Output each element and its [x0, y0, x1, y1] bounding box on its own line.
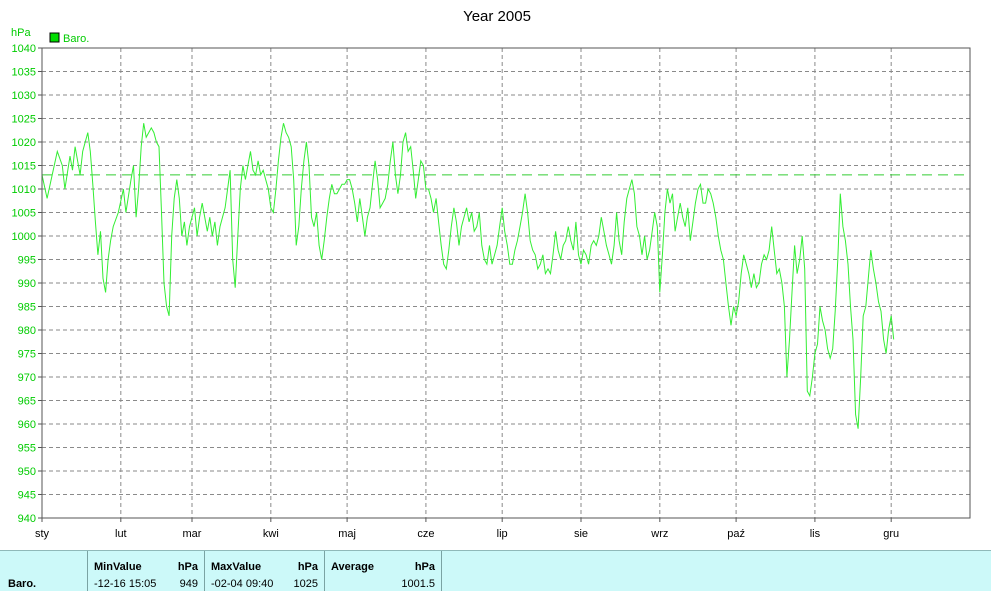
- y-tick-label: 955: [18, 443, 36, 455]
- y-tick-label: 960: [18, 419, 36, 431]
- y-tick-label: 1000: [12, 231, 36, 243]
- x-tick-label: cze: [417, 528, 434, 540]
- y-tick-label: 940: [18, 513, 36, 525]
- y-tick-label: 990: [18, 278, 36, 290]
- y-tick-label: 1020: [12, 137, 36, 149]
- y-tick-label: 945: [18, 490, 36, 502]
- min-header: MinValue: [94, 561, 142, 573]
- y-tick-label: 1010: [12, 184, 36, 196]
- max-value: 1025: [293, 578, 318, 590]
- legend-swatch: [49, 32, 60, 43]
- plot-frame: [41, 47, 971, 519]
- min-value: 949: [179, 578, 198, 590]
- min-time: -12-16 15:05: [94, 578, 157, 590]
- x-tick-label: mar: [183, 528, 202, 540]
- max-header: MaxValue: [211, 561, 262, 573]
- min-unit: hPa: [177, 561, 198, 573]
- y-tick-label: 1015: [12, 161, 36, 173]
- stats-series-label: Baro.: [8, 578, 37, 590]
- baro-series-line: [41, 123, 895, 429]
- stats-min-cell: MinValue hPa -12-16 15:05 949: [88, 551, 205, 591]
- y-tick-label: 965: [18, 396, 36, 408]
- x-tick-label: paź: [727, 528, 745, 540]
- x-tick-label: lip: [497, 528, 508, 540]
- y-tick-label: 975: [18, 349, 36, 361]
- x-tick-label: kwi: [263, 528, 279, 540]
- chart: Year 2005 hPa Baro. 940 945 950 955 960 965 97…: [11, 8, 971, 540]
- max-unit: hPa: [297, 561, 318, 573]
- x-tick-label: maj: [338, 528, 356, 540]
- x-tick-label: wrz: [650, 528, 668, 540]
- stats-series-cell: Baro.: [0, 551, 88, 591]
- legend: Baro.: [49, 32, 89, 45]
- x-tick-label: lis: [810, 528, 821, 540]
- x-tick-label: sie: [574, 528, 588, 540]
- avg-value: 1001.5: [401, 578, 435, 590]
- y-tick-label: 985: [18, 302, 36, 314]
- y-tick-label: 1035: [12, 67, 36, 79]
- x-tick-label: gru: [883, 528, 899, 540]
- x-tick-label: sty: [35, 528, 50, 540]
- legend-label: Baro.: [63, 33, 89, 45]
- y-tick-label: 1005: [12, 208, 36, 220]
- y-tick-label: 1025: [12, 114, 36, 126]
- y-axis-unit: hPa: [11, 27, 31, 39]
- y-tick-label: 1030: [12, 90, 36, 102]
- stats-avg-cell: Average hPa 1001.5: [325, 551, 442, 591]
- avg-header: Average: [331, 561, 375, 573]
- y-tick-label: 995: [18, 255, 36, 267]
- y-tick-label: 1040: [12, 43, 36, 55]
- y-tick-label: 950: [18, 466, 36, 478]
- chart-title: Year 2005: [463, 8, 531, 25]
- y-tick-label: 970: [18, 372, 36, 384]
- stats-panel: Baro. MinValue hPa -12-16 15:05 949 MaxV…: [0, 550, 991, 591]
- x-tick-label: lut: [115, 528, 127, 540]
- y-tick-label: 980: [18, 325, 36, 337]
- max-time: -02-04 09:40: [211, 578, 274, 590]
- avg-unit: hPa: [414, 561, 435, 573]
- stats-max-cell: MaxValue hPa -02-04 09:40 1025: [205, 551, 325, 591]
